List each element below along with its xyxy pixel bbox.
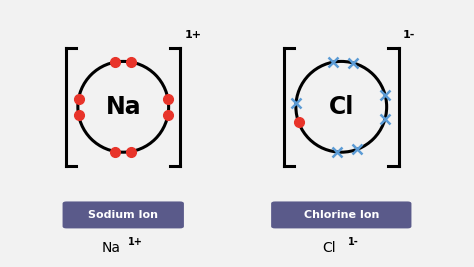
Text: Na: Na: [102, 241, 121, 255]
Text: 1+: 1+: [128, 237, 143, 247]
Text: Na: Na: [105, 95, 141, 119]
Text: 1-: 1-: [402, 30, 415, 40]
Text: Sodium Ion: Sodium Ion: [88, 210, 158, 220]
Text: 1-: 1-: [348, 237, 358, 247]
Text: Cl: Cl: [323, 241, 336, 255]
Text: Chlorine Ion: Chlorine Ion: [303, 210, 379, 220]
FancyBboxPatch shape: [271, 201, 411, 229]
Text: Cl: Cl: [328, 95, 354, 119]
Text: 1+: 1+: [184, 30, 201, 40]
FancyBboxPatch shape: [63, 201, 184, 229]
